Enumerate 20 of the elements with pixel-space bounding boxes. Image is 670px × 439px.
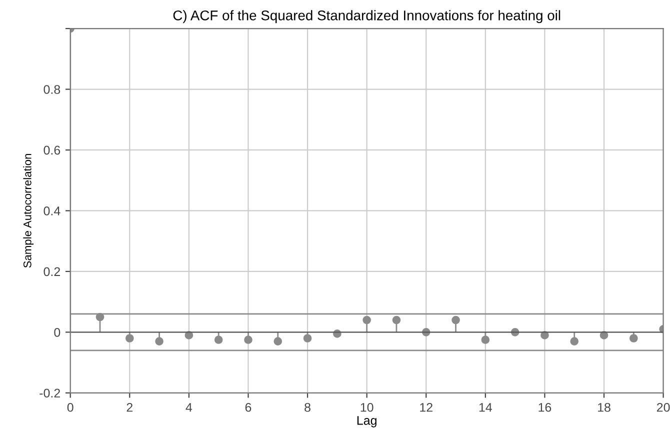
y-axis-title: Sample Autocorrelation (23, 154, 34, 268)
x-tick-label: 12 (420, 402, 432, 412)
x-tick-label: 20 (656, 402, 670, 412)
y-tick-label: 0.8 (44, 85, 60, 94)
y-tick-label: 0.4 (44, 206, 60, 216)
chart-title: C) ACF of the Squared Standardized Innovations for heating oil (173, 10, 560, 24)
y-tick-label: 0.2 (44, 267, 60, 276)
x-tick-label: 18 (598, 402, 610, 412)
x-tick-label: 16 (538, 402, 552, 412)
x-tick-label: 4 (186, 403, 192, 412)
x-tick-label: 0 (67, 402, 74, 412)
x-tick-label: 2 (126, 402, 132, 412)
x-tick-label: 14 (479, 403, 492, 412)
x-axis-title: Lag (357, 416, 376, 428)
x-tick-label: 8 (304, 402, 310, 412)
x-tick-label: 6 (245, 402, 252, 412)
y-tick-label: 0.6 (44, 146, 60, 155)
y-tick-label: -0.2 (40, 388, 60, 398)
y-tick-label: 0 (54, 328, 60, 337)
x-tick-label: 10 (360, 402, 374, 412)
